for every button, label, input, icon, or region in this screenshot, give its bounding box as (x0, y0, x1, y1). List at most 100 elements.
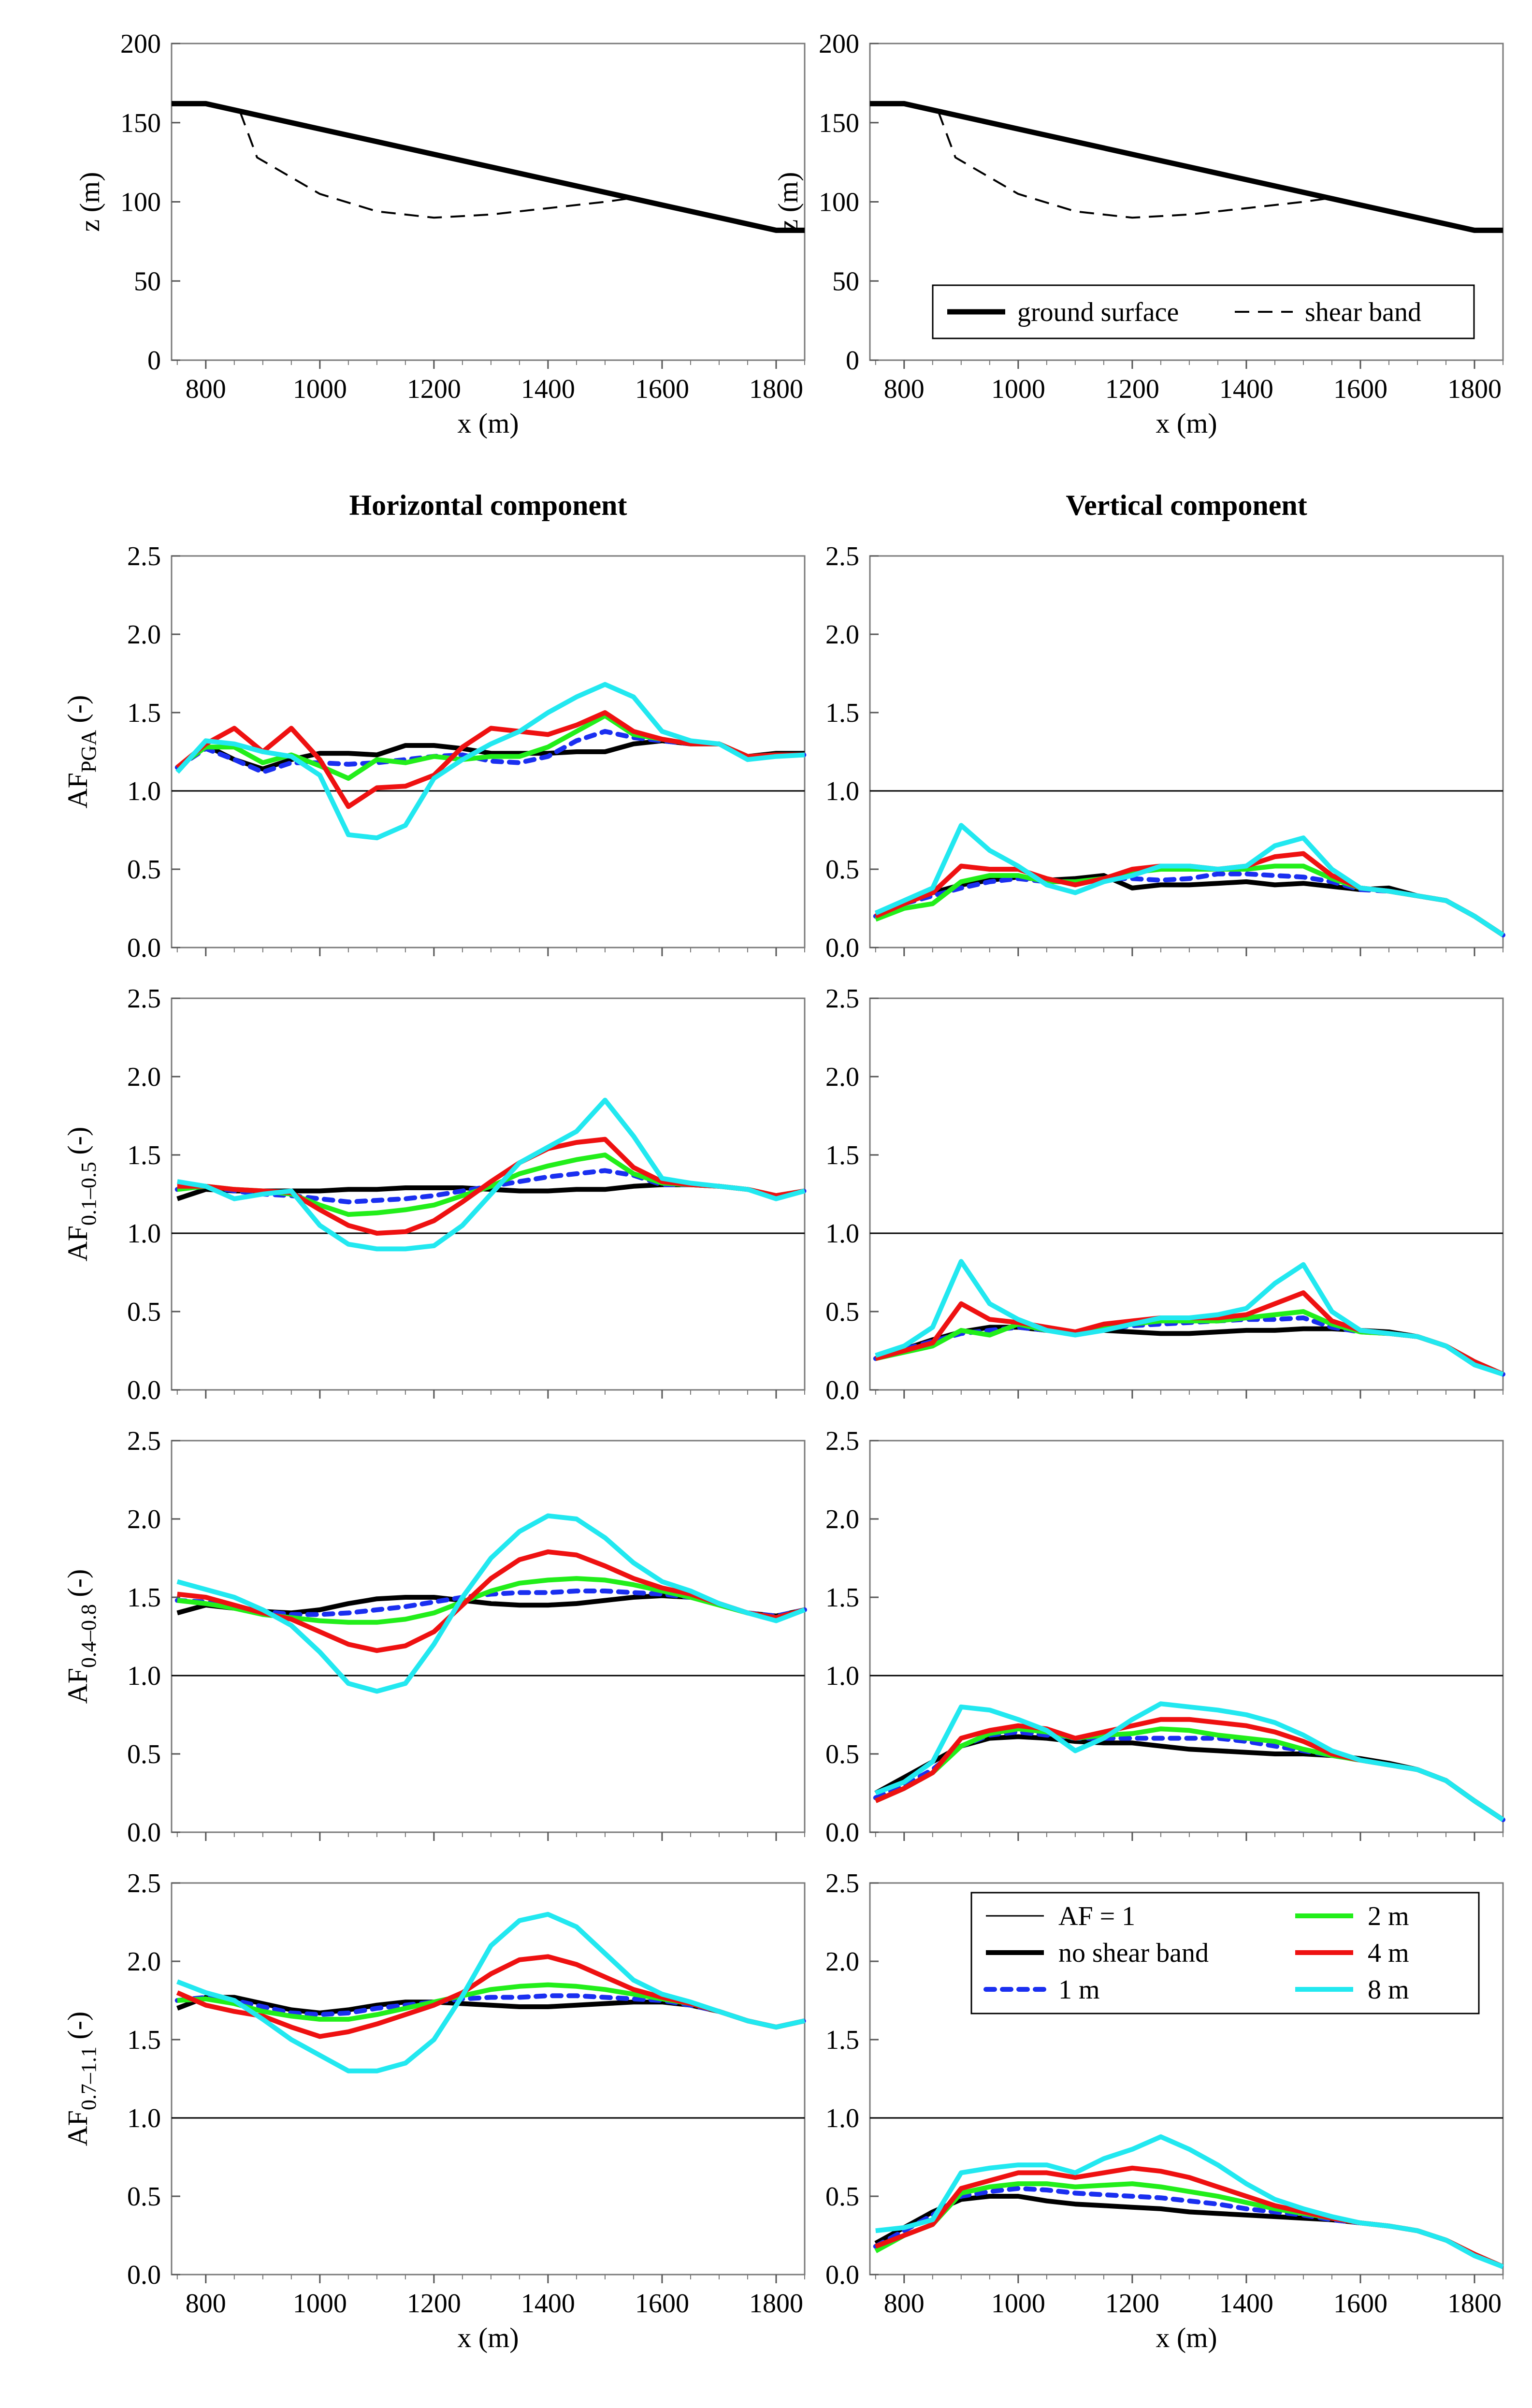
af-panel-2-vertical-ytick-label: 0.0 (825, 1375, 859, 1405)
geometry-panel-0-ylabel: z (m) (74, 172, 105, 232)
ylabel-main: AF (62, 2110, 93, 2146)
af-panel-4-vertical-ytick-label: 2.0 (825, 1947, 859, 1977)
ylabel-subscript: 0.7–1.1 (77, 2046, 101, 2110)
af-panel-4-horizontal-xtick-label: 1600 (635, 2289, 689, 2319)
column-title-horizontal: Horizontal component (349, 489, 627, 521)
geometry-legend-box (932, 284, 1475, 339)
geometry-panel-1-ytick-label: 50 (832, 266, 859, 296)
geometry-panel-1-xtick-label: 1600 (1333, 374, 1387, 404)
af-row-3-ylabel: AF0.4–0.8 (-) (62, 1569, 101, 1704)
geometry-panel-0-xlabel: x (m) (457, 408, 519, 439)
af-panel-2-vertical-series-b8 (875, 1259, 1504, 1377)
ylabel-subscript: 0.1–0.5 (77, 1162, 101, 1226)
af-panel-4-vertical-xlabel: x (m) (1156, 2322, 1217, 2353)
af-panel-3-vertical-ytick-label: 1.0 (825, 1661, 859, 1691)
legend-b2-label: 2 m (1368, 1901, 1409, 1931)
geometry-panel-0-ytick-label: 100 (120, 188, 161, 218)
geometry-panel-0-xtick-label: 1800 (749, 374, 803, 404)
af-panel-3-vertical-series-b2 (874, 1726, 1504, 1822)
af-panel-2-vertical-series-b1 (873, 1315, 1505, 1377)
geometry-panel-0-xtick-label: 1600 (635, 374, 689, 404)
af-panel-4-vertical-series-b4 (875, 2165, 1504, 2269)
legend-b4-label: 4 m (1368, 1938, 1409, 1968)
af-panel-3-vertical-series-noband (874, 1734, 1504, 1822)
ylabel-subscript: 0.4–0.8 (77, 1604, 101, 1668)
af-panel-1-horizontal-ytick-label: 2.0 (127, 620, 161, 650)
af-panel-3-horizontal-ytick-label: 2.5 (127, 1426, 161, 1456)
af-panel-1-horizontal-ytick-label: 0.5 (127, 855, 161, 885)
geometry-panel-0-xtick-label: 800 (186, 374, 226, 404)
geometry-panel-1-ytick-label: 100 (819, 188, 859, 218)
ylabel-tail: (-) (62, 695, 93, 730)
af-panel-3-vertical-ytick-label: 2.0 (825, 1504, 859, 1534)
af-panel-4-vertical-xtick-label: 800 (884, 2289, 925, 2319)
af-panel-4-vertical-xtick-label: 1200 (1105, 2289, 1159, 2319)
geometry-panel-1-xtick-label: 1000 (991, 374, 1045, 404)
af-panel-2-horizontal-ytick-label: 1.0 (127, 1219, 161, 1249)
af-panel-2-vertical-ytick-label: 2.5 (825, 984, 859, 1014)
geometry-panel-0-frame (171, 43, 806, 361)
geometry-panel-0-ytick-label: 150 (120, 108, 161, 138)
legend-ground-surface-label: ground surface (1017, 297, 1179, 327)
af-panel-3-vertical-ytick-label: 1.5 (825, 1583, 859, 1613)
legend-affone-label: AF = 1 (1058, 1901, 1135, 1931)
geometry-panel-1-xlabel: x (m) (1156, 408, 1217, 439)
af-panel-4-vertical-ytick-label: 1.5 (825, 2025, 859, 2055)
af-panel-4-vertical-ytick-label: 1.0 (825, 2103, 859, 2133)
af-panel-3-vertical-series-b8 (875, 1701, 1504, 1822)
ylabel-tail: (-) (62, 1569, 93, 1604)
af-panel-2-horizontal-ytick-label: 0.0 (127, 1375, 161, 1405)
af-panel-3-vertical-ytick-label: 2.5 (825, 1426, 859, 1456)
af-panel-1-horizontal-series-b8 (175, 682, 805, 841)
af-panel-2-vertical-ytick-label: 1.5 (825, 1140, 859, 1170)
af-panel-1-vertical-frame (869, 555, 1504, 949)
af-panel-2-horizontal-ytick-label: 2.0 (127, 1062, 161, 1092)
af-panel-2-horizontal-ytick-label: 2.5 (127, 984, 161, 1014)
af-panel-1-vertical-ytick-label: 2.0 (825, 620, 859, 650)
af-panel-4-horizontal-xtick-label: 1200 (407, 2289, 461, 2319)
af-panel-4-horizontal-frame (171, 1882, 806, 2276)
af-panel-4-horizontal-xtick-label: 800 (186, 2289, 226, 2319)
af-panel-1-vertical-ytick-label: 1.5 (825, 698, 859, 728)
geometry-panel-0-ytick-label: 0 (147, 346, 161, 376)
geometry-panel-0-xtick-label: 1400 (521, 374, 575, 404)
af-panel-2-horizontal-series-b8 (176, 1097, 806, 1252)
geometry-panel-1-ytick-label: 0 (846, 346, 859, 376)
geometry-panel-1-ytick-label: 200 (819, 29, 859, 59)
af-panel-2-horizontal-frame (171, 997, 806, 1391)
legend-noband-label: no shear band (1058, 1938, 1209, 1968)
af-panel-1-vertical-ytick-label: 1.0 (825, 776, 859, 806)
af-panel-4-horizontal-ytick-label: 1.0 (127, 2103, 161, 2133)
af-panel-4-horizontal-ytick-label: 2.5 (127, 1868, 161, 1898)
geometry-panel-0-ytick-label: 50 (134, 266, 161, 296)
af-panel-4-vertical-xtick-label: 1000 (991, 2289, 1045, 2319)
af-panel-4-vertical-frame (869, 1882, 1504, 2276)
ylabel-main: AF (62, 1668, 93, 1704)
af-panel-4-horizontal-ytick-label: 0.5 (127, 2182, 161, 2212)
af-panel-1-vertical-ytick-label: 0.5 (825, 855, 859, 885)
af-panel-4-vertical-series-b8 (875, 2134, 1504, 2269)
af-panel-3-horizontal-frame (171, 1440, 806, 1833)
af-panel-1-vertical-series-b8 (874, 823, 1504, 937)
af-panel-4-horizontal-xtick-label: 1000 (293, 2289, 347, 2319)
geometry-panel-1-xtick-label: 1200 (1105, 374, 1159, 404)
af-panel-3-vertical-frame (869, 1440, 1504, 1833)
af-panel-2-horizontal-ytick-label: 0.5 (127, 1297, 161, 1327)
af-panel-4-horizontal-xtick-label: 1400 (521, 2289, 575, 2319)
af-panel-4-vertical-series-b1 (873, 2186, 1505, 2269)
geometry-panel-0-xtick-label: 1200 (407, 374, 461, 404)
af-panel-2-horizontal-ytick-label: 1.5 (127, 1140, 161, 1170)
af-panel-3-horizontal-ytick-label: 2.0 (127, 1504, 161, 1534)
af-panel-1-horizontal-ytick-label: 1.0 (127, 776, 161, 806)
legend-b8-label: 8 m (1368, 1975, 1409, 2005)
legend-b1-label: 1 m (1058, 1975, 1100, 2005)
geometry-panel-1-xtick-label: 1800 (1447, 374, 1502, 404)
column-title-vertical: Vertical component (1066, 489, 1307, 521)
ylabel-tail: (-) (62, 2012, 93, 2046)
af-legend-box (970, 1892, 1480, 2014)
ylabel-subscript: PGA (77, 730, 101, 773)
af-panel-4-horizontal-xtick-label: 1800 (749, 2289, 803, 2319)
legend-shear-band-label: shear band (1305, 297, 1421, 327)
af-row-2-ylabel: AF0.1–0.5 (-) (62, 1127, 101, 1262)
